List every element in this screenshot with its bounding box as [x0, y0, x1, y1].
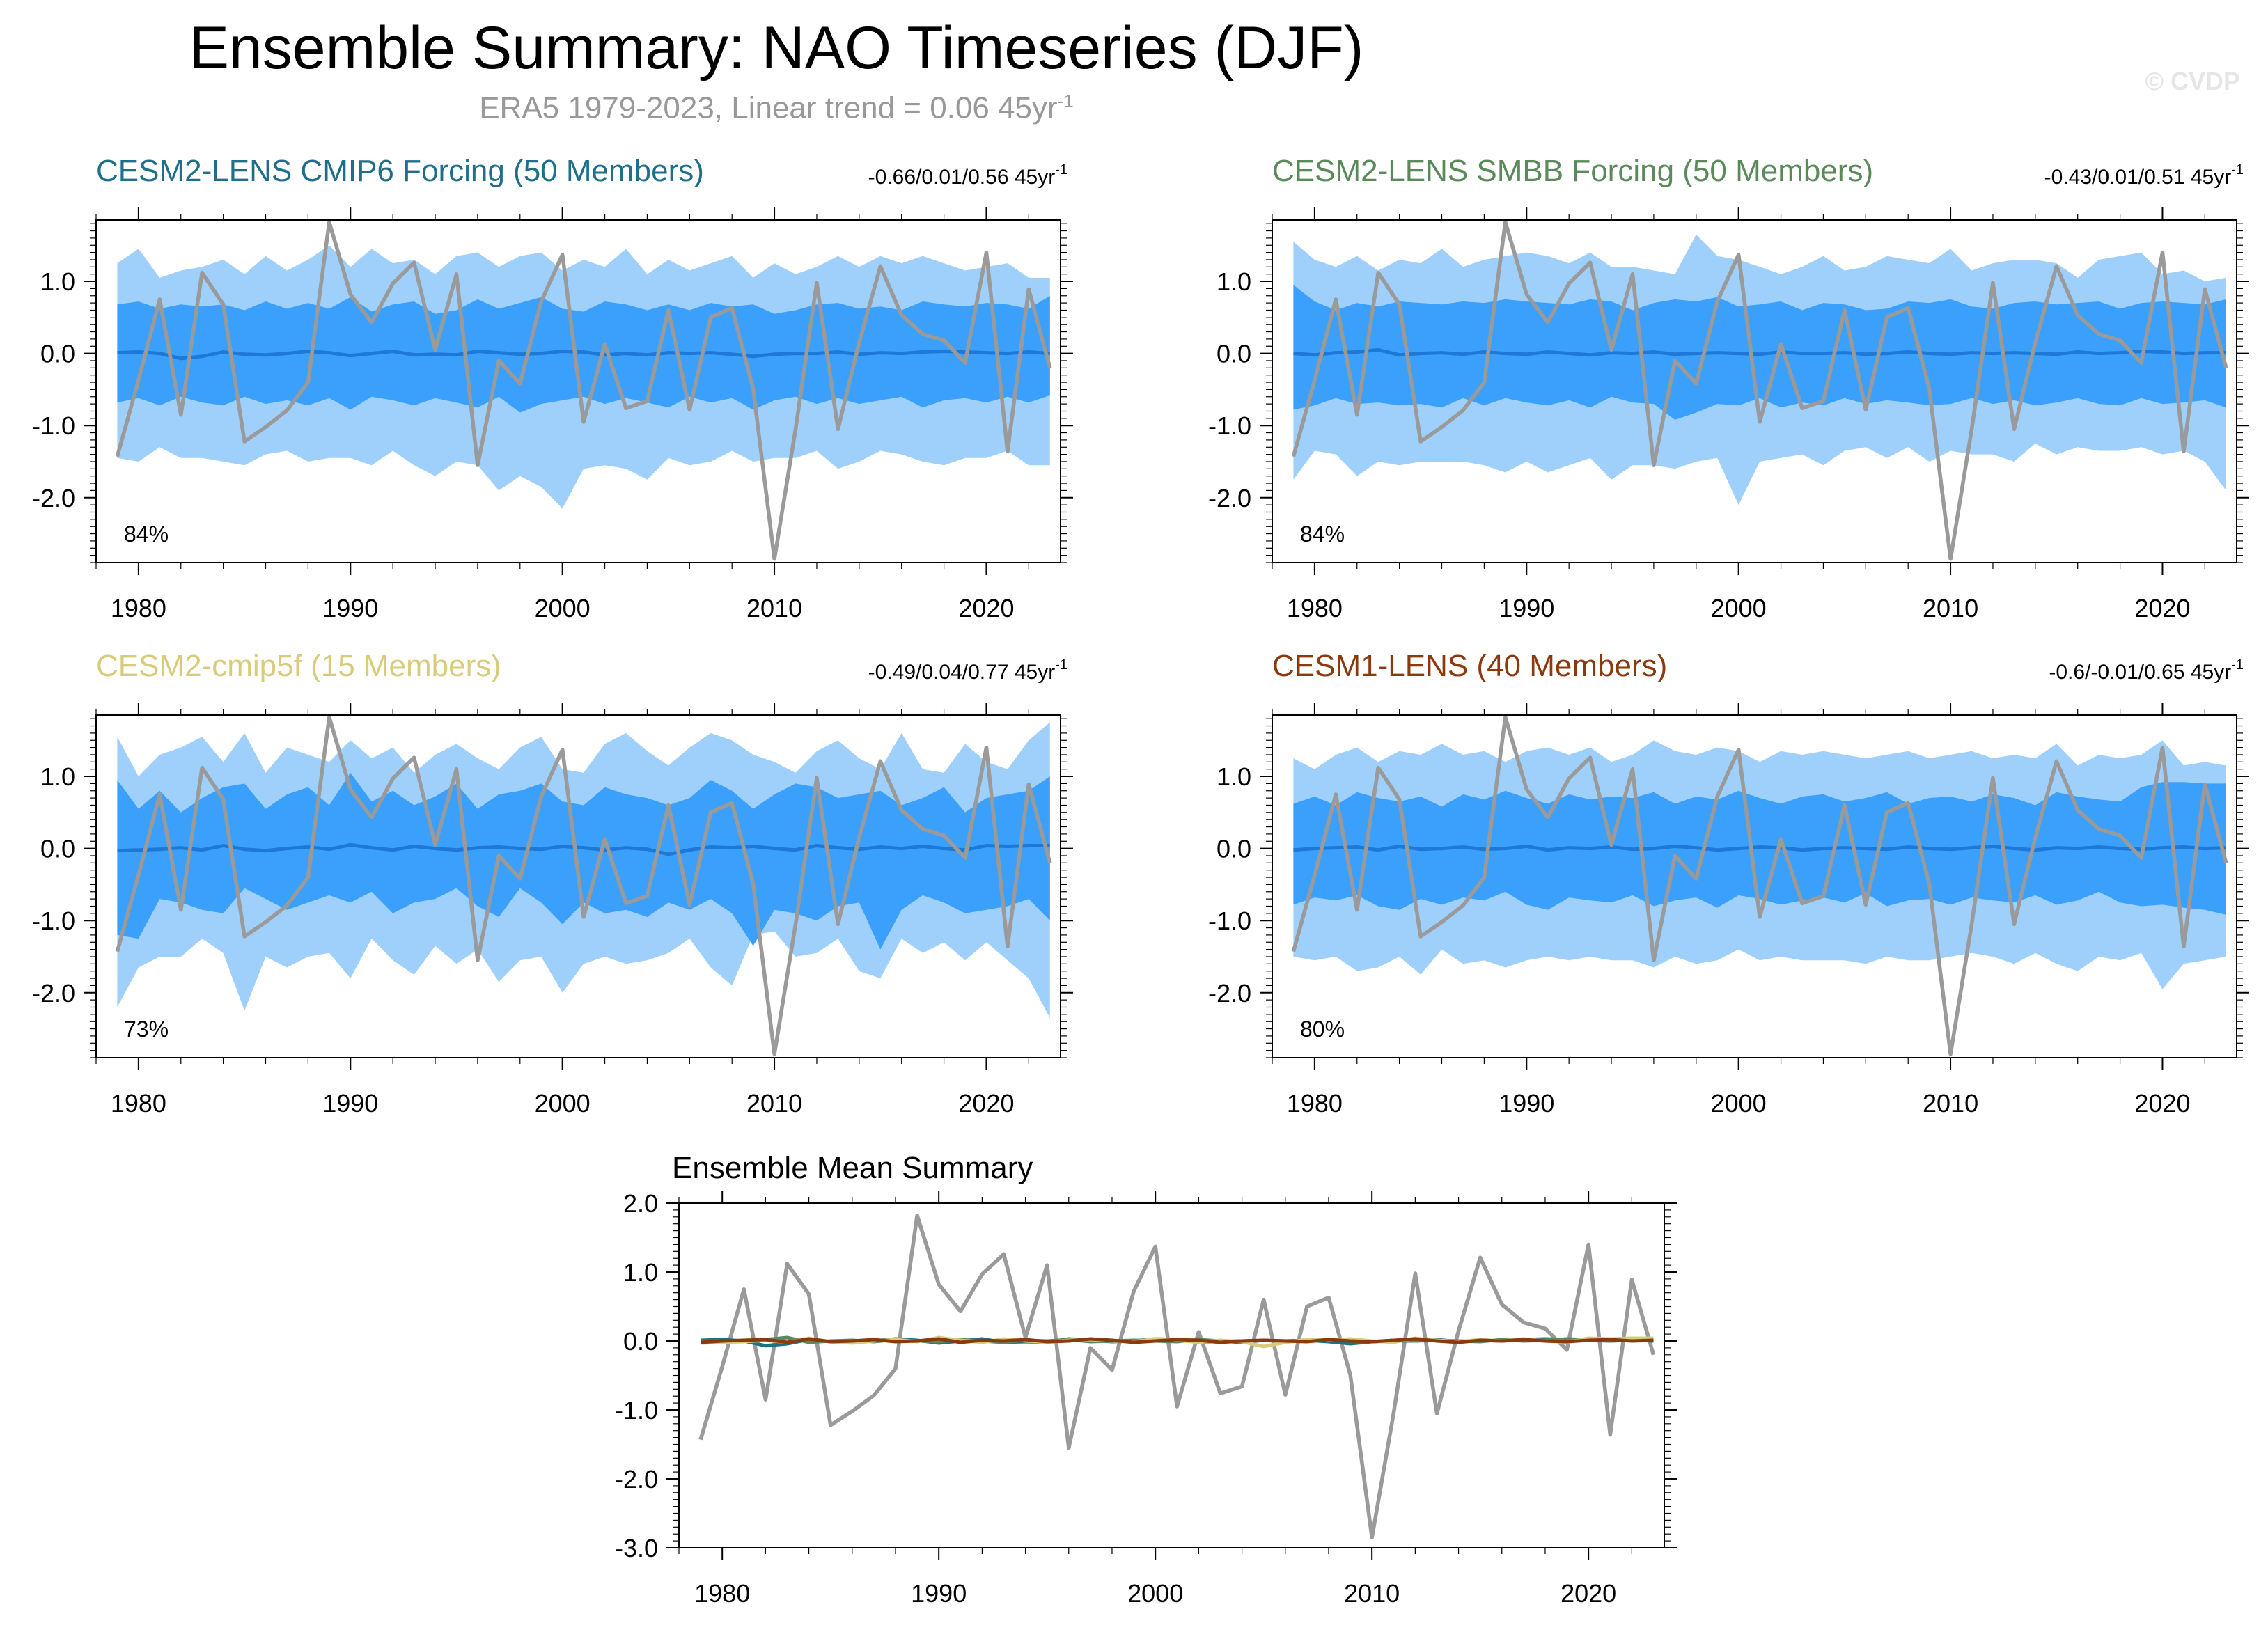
y-tick-label: -1.0: [32, 907, 75, 935]
x-tick-label: 1990: [911, 1579, 967, 1608]
y-tick-label: 0.0: [40, 340, 75, 368]
plot-frame: [95, 714, 1061, 1058]
y-tick-label: 1.0: [40, 762, 75, 791]
y-tick-label: -1.0: [1208, 907, 1251, 935]
observed-line: [698, 1214, 1656, 1539]
plot-frame: [1272, 219, 2237, 563]
x-tick-label: 1980: [111, 594, 166, 622]
plot-frame: [1272, 714, 2237, 1058]
panel-title: Ensemble Mean Summary: [672, 1151, 1033, 1185]
panel-title: CESM2-cmip5f (15 Members): [96, 649, 501, 683]
x-tick-label: 2020: [958, 594, 1014, 622]
panel-cesm2-cmip5f: 1.0 0.0 -1.0 -2.0 1980 1990 2000 2010 2020 CESM2-…: [32, 649, 1073, 1118]
y-tick-label: 1.0: [40, 267, 75, 296]
x-tick-label: 1980: [1287, 1089, 1343, 1118]
panel-percent: 84%: [1300, 522, 1345, 547]
ensemble-mean-line: [1293, 844, 2226, 852]
ensemble-mean-line: [117, 349, 1050, 361]
x-tick-label: 2000: [1711, 1089, 1767, 1118]
x-tick-label: 2020: [2134, 594, 2190, 622]
figure-title: Ensemble Summary: NAO Timeseries (DJF): [189, 15, 1364, 81]
panel-ensemble-mean-summary: 2.0 1.0 0.0 -1.0 -2.0 -3.0 1980 1990 2000 2010 202…: [615, 1151, 1677, 1608]
panel-cesm2-lens-smbb: 1.0 0.0 -1.0 -2.0 1980 1990 2000 2010 2020 CESM2-…: [1208, 154, 2249, 622]
panel-stats-superscript: -1: [2231, 657, 2244, 673]
observed-line: [115, 715, 1052, 1056]
y-tick-label: -1.0: [1208, 411, 1251, 440]
panel-stats: -0.6/-0.01/0.65 45yr-1: [2049, 657, 2244, 684]
y-tick-label: -2.0: [32, 484, 75, 512]
inner-spread-band: [117, 772, 1050, 950]
panel-cesm1-lens: 1.0 0.0 -1.0 -2.0 1980 1990 2000 2010 2020 CESM1-…: [1208, 649, 2249, 1118]
panel-cesm2-lens-cmip6: 1.0 0.0 -1.0 -2.0 1980 1990 2000 2010 2020 CESM2-…: [32, 154, 1073, 622]
panel-title: CESM1-LENS (40 Members): [1272, 649, 1667, 683]
inner-spread-band: [117, 295, 1050, 413]
observed-line: [1291, 715, 2228, 1056]
panel-stats-superscript: -1: [2231, 162, 2244, 178]
panel-percent: 73%: [124, 1017, 169, 1042]
ensemble-mean-line: [117, 842, 1050, 856]
x-tick-label: 1990: [1499, 594, 1554, 622]
panel-title: CESM2-LENS CMIP6 Forcing (50 Members): [96, 154, 704, 188]
y-tick-label: -2.0: [32, 979, 75, 1007]
y-tick-label: 2.0: [623, 1189, 658, 1218]
observed-line: [1291, 220, 2228, 561]
panel-stats: -0.43/0.01/0.51 45yr-1: [2044, 162, 2244, 189]
x-tick-label: 2010: [746, 594, 802, 622]
y-tick-label: -2.0: [615, 1465, 658, 1493]
x-tick-label: 2010: [1923, 1089, 1978, 1118]
panel-percent: 84%: [124, 522, 169, 547]
x-tick-label: 2000: [1127, 1579, 1183, 1608]
figure-subtitle: ERA5 1979-2023, Linear trend = 0.06 45yr…: [0, 91, 1553, 126]
x-tick-label: 2000: [535, 1089, 591, 1118]
plot-frame: [95, 219, 1061, 563]
ensemble-mean-line: [1293, 347, 2226, 357]
copyright-watermark: © CVDP: [2145, 67, 2240, 95]
y-tick-label: 1.0: [1217, 267, 1251, 296]
y-tick-label: -1.0: [615, 1396, 658, 1425]
x-tick-label: 1990: [322, 1089, 378, 1118]
y-tick-label: 1.0: [1217, 762, 1251, 791]
observed-line: [115, 220, 1052, 561]
x-tick-label: 2010: [1923, 594, 1978, 622]
y-tick-label: -2.0: [1208, 484, 1251, 512]
x-tick-label: 2020: [1561, 1579, 1616, 1608]
y-tick-label: 1.0: [623, 1258, 658, 1287]
x-tick-label: 1980: [1287, 594, 1343, 622]
x-tick-label: 2010: [1344, 1579, 1400, 1608]
y-tick-label: 0.0: [40, 835, 75, 863]
y-tick-label: -2.0: [1208, 979, 1251, 1007]
y-tick-label: -3.0: [615, 1534, 658, 1562]
x-tick-label: 2000: [535, 594, 591, 622]
y-tick-label: 0.0: [623, 1327, 658, 1356]
x-tick-label: 2000: [1711, 594, 1767, 622]
x-tick-label: 2020: [2134, 1089, 2190, 1118]
panel-stats-superscript: -1: [1055, 657, 1067, 673]
y-tick-label: -1.0: [32, 411, 75, 440]
x-tick-label: 1990: [322, 594, 378, 622]
x-tick-label: 1980: [694, 1579, 750, 1608]
y-tick-label: 0.0: [1217, 835, 1251, 863]
x-tick-label: 2020: [958, 1089, 1014, 1118]
x-tick-label: 1980: [111, 1089, 166, 1118]
panel-percent: 80%: [1300, 1017, 1345, 1042]
series-line-cesm1-lens: [700, 1337, 1654, 1344]
inner-spread-band: [1293, 285, 2226, 420]
panel-stats: -0.49/0.04/0.77 45yr-1: [868, 657, 1067, 684]
subtitle-superscript: -1: [1057, 91, 1074, 111]
x-tick-label: 1990: [1499, 1089, 1554, 1118]
x-tick-label: 2010: [746, 1089, 802, 1118]
panel-stats: -0.66/0.01/0.56 45yr-1: [868, 162, 1067, 189]
y-tick-label: 0.0: [1217, 340, 1251, 368]
subtitle-text: ERA5 1979-2023, Linear trend = 0.06 45yr: [479, 91, 1058, 125]
panel-title: CESM2-LENS SMBB Forcing (50 Members): [1272, 154, 1873, 188]
panel-stats-superscript: -1: [1055, 162, 1067, 178]
